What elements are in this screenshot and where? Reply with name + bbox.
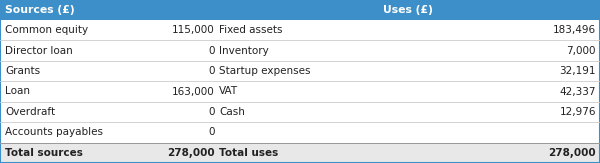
Text: Sources (£): Sources (£) (5, 5, 74, 15)
Text: 183,496: 183,496 (553, 25, 596, 35)
Text: Grants: Grants (5, 66, 40, 76)
Bar (0, 122, 600, 143)
Bar (0, 143, 600, 163)
Text: Common equity: Common equity (5, 25, 88, 35)
Text: 115,000: 115,000 (172, 25, 215, 35)
Text: Total sources: Total sources (5, 148, 83, 158)
Text: 0: 0 (209, 127, 215, 137)
Text: Total uses: Total uses (219, 148, 278, 158)
Bar (0, 61, 600, 81)
Text: 278,000: 278,000 (167, 148, 215, 158)
Text: VAT: VAT (219, 87, 238, 96)
Text: Overdraft: Overdraft (5, 107, 55, 117)
Bar (0, 40, 600, 61)
Text: Director loan: Director loan (5, 46, 73, 56)
Text: Fixed assets: Fixed assets (219, 25, 283, 35)
Text: Uses (£): Uses (£) (383, 5, 433, 15)
Text: 12,976: 12,976 (560, 107, 596, 117)
Bar (0, 81, 600, 102)
Text: 0: 0 (209, 66, 215, 76)
Bar (0, 20, 600, 40)
Text: 32,191: 32,191 (560, 66, 596, 76)
Text: Startup expenses: Startup expenses (219, 66, 311, 76)
Text: 0: 0 (209, 107, 215, 117)
Text: Cash: Cash (219, 107, 245, 117)
Text: 42,337: 42,337 (560, 87, 596, 96)
Bar (0, 102, 600, 122)
Text: 278,000: 278,000 (548, 148, 596, 158)
Text: Loan: Loan (5, 87, 30, 96)
Text: 7,000: 7,000 (566, 46, 596, 56)
Text: Accounts payables: Accounts payables (5, 127, 103, 137)
Text: 163,000: 163,000 (172, 87, 215, 96)
Bar (0, 0, 600, 20)
Text: Inventory: Inventory (219, 46, 269, 56)
Text: 0: 0 (209, 46, 215, 56)
